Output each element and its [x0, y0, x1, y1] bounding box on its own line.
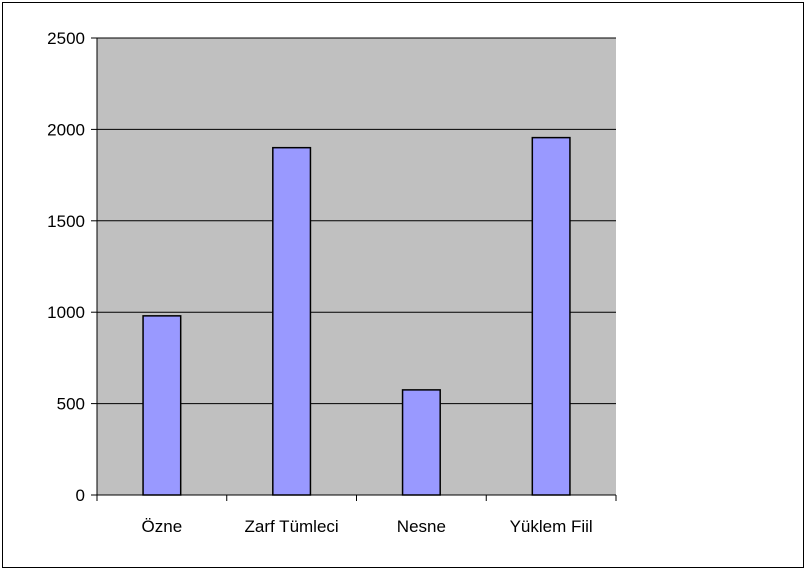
x-tick-label: Yüklem Fiil [510, 517, 593, 536]
x-tick-label: Nesne [397, 517, 446, 536]
axes [91, 37, 617, 501]
bars [142, 136, 571, 496]
bar [401, 389, 441, 496]
y-tick-label: 500 [57, 395, 85, 414]
y-tick-label: 1500 [47, 212, 85, 231]
y-tick-label: 2500 [47, 29, 85, 48]
y-tick-label: 2000 [47, 120, 85, 139]
plot-area [97, 38, 616, 495]
bar [531, 136, 571, 496]
gridlines [97, 37, 616, 405]
y-tick-label: 1000 [47, 303, 85, 322]
bar [272, 146, 312, 496]
tick-labels: 0 500 1000 1500 2000 2500 Özne Zarf Tümleci Nesn… [47, 29, 593, 536]
x-tick-label: Zarf Tümleci [245, 517, 339, 536]
y-tick-label: 0 [76, 486, 85, 505]
x-tick-label: Özne [142, 517, 183, 536]
bar [142, 315, 182, 496]
